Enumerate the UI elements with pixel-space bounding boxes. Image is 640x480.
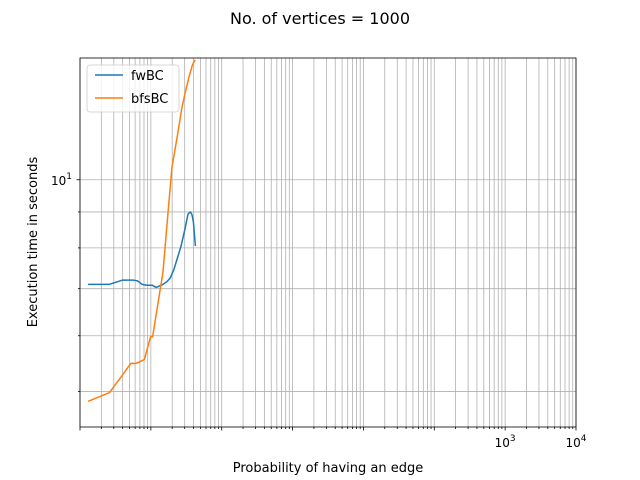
legend: fwBC bfsBC [86, 64, 180, 113]
x-axis-label: Probability of having an edge [233, 461, 424, 476]
plot-frame [79, 57, 577, 428]
tick-labels: 103 104 101 [51, 172, 587, 450]
y-tick-label: 101 [51, 172, 72, 188]
grid [79, 58, 577, 427]
x-tick-label: 104 [565, 434, 586, 450]
chart-title: No. of vertices = 1000 [230, 9, 410, 28]
legend-box [86, 64, 180, 113]
y-axis-label: Execution time in seconds [26, 157, 41, 328]
series-layer [87, 59, 197, 403]
series-line-bfsbc [87, 59, 196, 403]
legend-label-bfsbc: bfsBC [131, 92, 168, 107]
x-tick-label: 103 [495, 434, 516, 450]
axis-ticks [76, 179, 577, 431]
legend-label-fwbc: fwBC [131, 69, 164, 84]
series-line-fwbc [88, 211, 197, 289]
